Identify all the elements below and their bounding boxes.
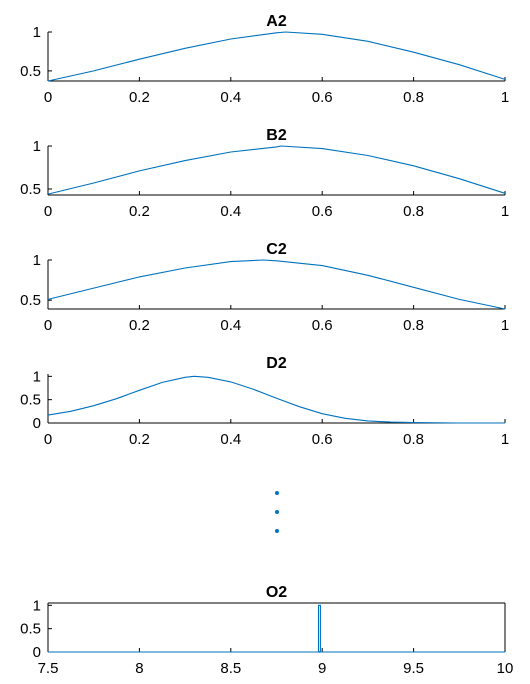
x-tick-label: 0 (44, 431, 52, 448)
subplot-title: D2 (266, 355, 287, 372)
x-tick-label: 0.4 (220, 317, 241, 334)
series-line (47, 259, 506, 310)
subplot-title: O2 (266, 584, 287, 601)
subplot-d2: D2 0 0.2 0.4 0.6 0.8 1 0 0.5 1 (20, 355, 509, 448)
x-tick-label: 0.8 (403, 317, 424, 334)
x-tick-label: 9.5 (403, 660, 424, 677)
subplot-c2: C2 0 0.2 0.4 0.6 0.8 1 0.5 1 (20, 241, 509, 334)
y-tick-label: 1 (33, 138, 41, 155)
ellipsis-dot (275, 510, 279, 514)
x-tick-label: 1 (501, 431, 509, 448)
x-tick-label: 0.6 (312, 203, 333, 220)
subplot-title: A2 (266, 13, 287, 30)
x-tick-label: 0.8 (403, 431, 424, 448)
subplot-title: C2 (266, 241, 287, 258)
x-tick-label: 0.8 (403, 89, 424, 106)
x-tick-label: 0.4 (220, 89, 241, 106)
x-tick-label: 0.2 (129, 431, 150, 448)
y-tick-label: 1 (33, 597, 41, 614)
y-tick-label: 1 (33, 368, 41, 385)
x-tick-label: 0 (44, 89, 52, 106)
y-tick-label: 0.5 (20, 63, 41, 80)
y-tick-label: 0.5 (20, 292, 41, 309)
subplot-title: B2 (266, 127, 287, 144)
y-tick-label: 1 (33, 24, 41, 41)
x-tick-label: 0.2 (129, 317, 150, 334)
x-tick-label: 0.4 (220, 431, 241, 448)
y-tick-label: 0.5 (20, 392, 41, 409)
series-line (47, 31, 506, 82)
y-tick-label: 0 (33, 644, 41, 661)
y-tick-label: 0 (33, 415, 41, 432)
subplot-b2: B2 0 0.2 0.4 0.6 0.8 1 0.5 1 (20, 127, 509, 220)
series-line (47, 145, 506, 195)
ellipsis-dot (275, 529, 279, 533)
x-tick-label: 0 (44, 203, 52, 220)
y-tick-label: 0.5 (20, 181, 41, 198)
x-tick-label: 0 (44, 317, 52, 334)
y-tick-label: 0.5 (20, 621, 41, 638)
x-tick-label: 0.8 (403, 203, 424, 220)
x-tick-label: 7.5 (38, 660, 59, 677)
subplot-o2: O2 7.5 8 8.5 9 9.5 10 0 0.5 1 (20, 584, 513, 677)
x-tick-label: 0.4 (220, 203, 241, 220)
x-tick-label: 0.6 (312, 89, 333, 106)
x-tick-label: 8.5 (220, 660, 241, 677)
ellipsis-dot (275, 491, 279, 495)
x-tick-label: 8 (135, 660, 143, 677)
x-tick-label: 0.2 (129, 89, 150, 106)
x-tick-label: 10 (497, 660, 514, 677)
x-tick-label: 0.6 (312, 431, 333, 448)
x-tick-label: 1 (501, 203, 509, 220)
x-tick-label: 1 (501, 317, 509, 334)
series-line (47, 375, 505, 424)
x-tick-label: 0.2 (129, 203, 150, 220)
y-tick-label: 1 (33, 252, 41, 269)
subplot-a2: A2 0 0.2 0.4 0.6 0.8 1 0.5 1 (20, 13, 509, 106)
series-line (48, 604, 505, 653)
x-tick-label: 9 (318, 660, 326, 677)
x-tick-label: 1 (501, 89, 509, 106)
x-tick-label: 0.6 (312, 317, 333, 334)
